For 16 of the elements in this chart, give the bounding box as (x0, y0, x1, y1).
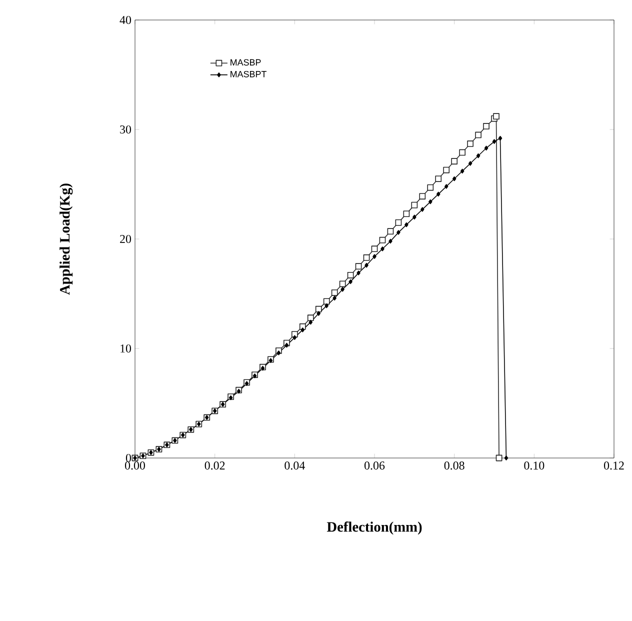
x-tick-label: 0.10 (524, 462, 544, 470)
y-tick-label: 40 (120, 16, 132, 24)
x-tick-label: 0.12 (604, 462, 624, 470)
x-tick-label: 0.04 (284, 462, 305, 470)
y-tick-label: 10 (120, 344, 132, 353)
x-axis-title: Deflection(mm) (326, 521, 422, 535)
y-axis-title: Applied Load(Kg) (60, 184, 73, 295)
legend-label: MASBPT (230, 70, 266, 78)
y-tick-label: 0 (126, 454, 132, 462)
y-tick-label: 30 (120, 125, 132, 134)
x-tick-label: 0.00 (124, 462, 145, 470)
x-tick-label: 0.06 (364, 462, 385, 470)
x-tick-label: 0.02 (204, 462, 225, 470)
y-tick-label: 20 (120, 234, 132, 244)
legend-label: MASBP (230, 59, 261, 66)
x-tick-label: 0.08 (444, 462, 464, 470)
